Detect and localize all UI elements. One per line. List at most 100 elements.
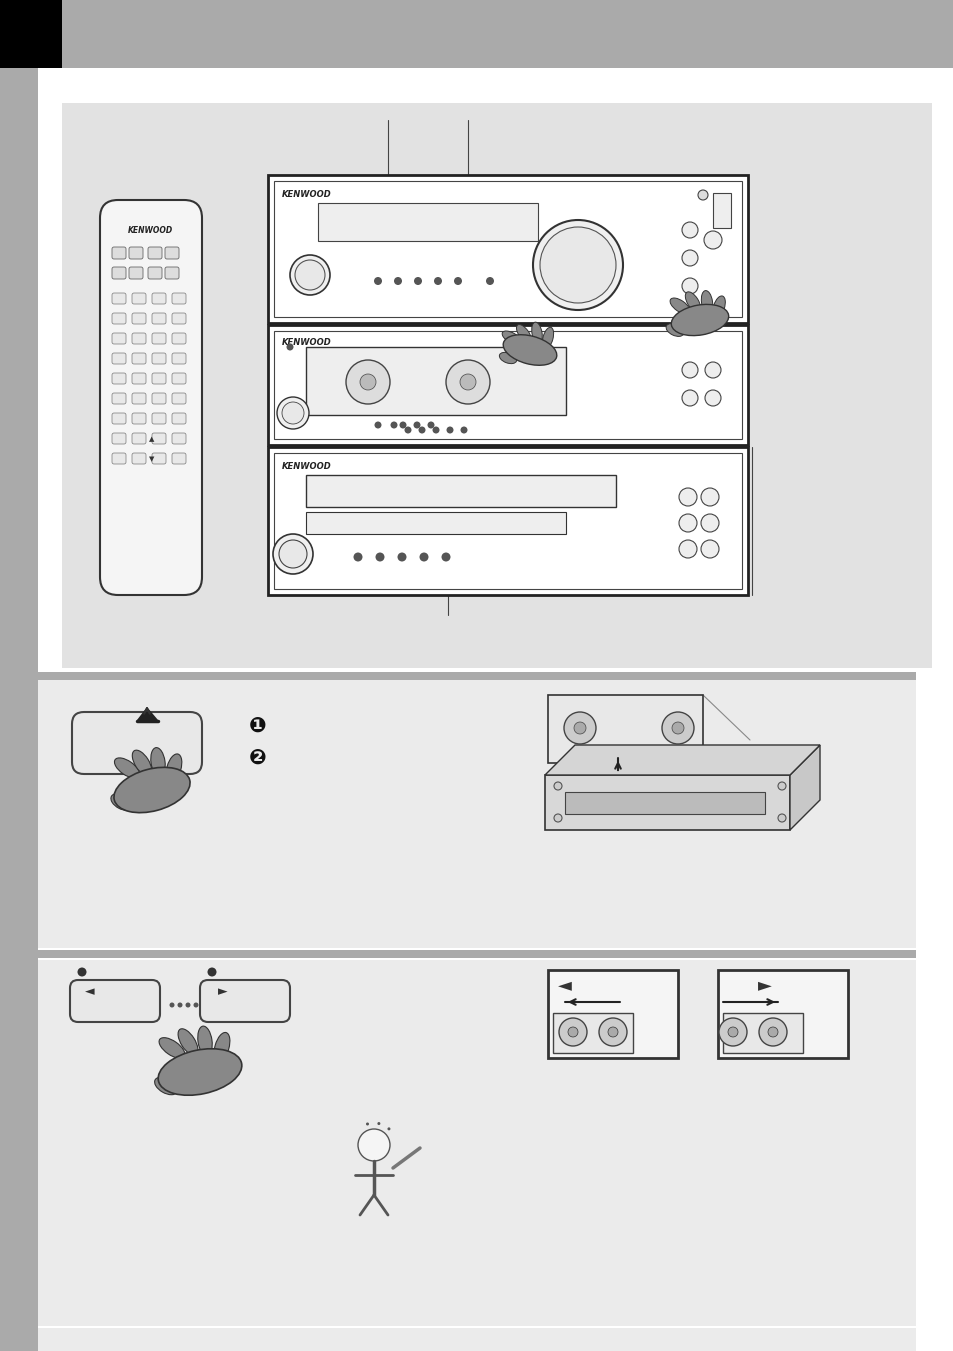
Circle shape xyxy=(290,255,330,295)
FancyBboxPatch shape xyxy=(172,313,186,324)
FancyBboxPatch shape xyxy=(71,712,202,774)
Circle shape xyxy=(574,721,585,734)
Ellipse shape xyxy=(501,331,521,345)
FancyBboxPatch shape xyxy=(172,434,186,444)
Circle shape xyxy=(539,227,616,303)
Ellipse shape xyxy=(498,353,517,363)
FancyBboxPatch shape xyxy=(132,393,146,404)
FancyBboxPatch shape xyxy=(112,332,126,345)
FancyBboxPatch shape xyxy=(152,313,166,324)
Ellipse shape xyxy=(669,299,689,313)
Bar xyxy=(38,680,915,948)
FancyBboxPatch shape xyxy=(165,247,179,259)
Circle shape xyxy=(567,1027,578,1038)
Circle shape xyxy=(286,343,294,350)
FancyBboxPatch shape xyxy=(112,293,126,304)
FancyBboxPatch shape xyxy=(112,413,126,424)
Text: ►: ► xyxy=(218,985,228,998)
Circle shape xyxy=(533,220,622,309)
FancyBboxPatch shape xyxy=(112,373,126,384)
Ellipse shape xyxy=(197,1027,212,1056)
Bar xyxy=(547,970,678,1058)
FancyBboxPatch shape xyxy=(172,353,186,363)
Ellipse shape xyxy=(132,750,152,775)
Bar xyxy=(718,970,847,1058)
Circle shape xyxy=(767,1027,778,1038)
FancyBboxPatch shape xyxy=(112,434,126,444)
Ellipse shape xyxy=(154,1077,177,1094)
Text: ▲: ▲ xyxy=(150,436,154,442)
FancyBboxPatch shape xyxy=(132,434,146,444)
Circle shape xyxy=(681,362,698,378)
Circle shape xyxy=(419,553,428,562)
Bar xyxy=(553,1013,633,1052)
Ellipse shape xyxy=(178,1028,197,1055)
Bar xyxy=(547,694,702,763)
Bar xyxy=(0,68,38,1351)
Bar xyxy=(317,203,537,240)
Circle shape xyxy=(554,782,561,790)
FancyBboxPatch shape xyxy=(112,313,126,324)
FancyBboxPatch shape xyxy=(129,267,143,280)
FancyBboxPatch shape xyxy=(148,267,162,280)
Circle shape xyxy=(397,553,406,562)
FancyBboxPatch shape xyxy=(70,979,160,1021)
Bar xyxy=(274,453,741,589)
Circle shape xyxy=(681,222,698,238)
FancyBboxPatch shape xyxy=(148,247,162,259)
Circle shape xyxy=(366,1123,369,1125)
Ellipse shape xyxy=(671,304,728,335)
Circle shape xyxy=(346,359,390,404)
FancyBboxPatch shape xyxy=(172,373,186,384)
Circle shape xyxy=(671,721,683,734)
FancyBboxPatch shape xyxy=(172,393,186,404)
Circle shape xyxy=(454,277,461,285)
Circle shape xyxy=(554,815,561,821)
Circle shape xyxy=(77,967,87,977)
FancyBboxPatch shape xyxy=(152,393,166,404)
Circle shape xyxy=(282,403,304,424)
FancyBboxPatch shape xyxy=(112,247,126,259)
Bar xyxy=(38,961,915,1325)
FancyBboxPatch shape xyxy=(152,353,166,363)
FancyBboxPatch shape xyxy=(112,393,126,404)
Bar xyxy=(62,103,931,667)
Circle shape xyxy=(681,390,698,407)
Text: ❶: ❶ xyxy=(249,716,267,736)
Circle shape xyxy=(413,422,420,428)
Ellipse shape xyxy=(684,292,700,312)
Circle shape xyxy=(700,513,719,532)
Bar xyxy=(306,476,616,507)
FancyBboxPatch shape xyxy=(152,453,166,463)
Polygon shape xyxy=(137,707,158,720)
Circle shape xyxy=(719,1019,746,1046)
Circle shape xyxy=(700,488,719,507)
Circle shape xyxy=(399,422,406,428)
Circle shape xyxy=(681,278,698,295)
FancyBboxPatch shape xyxy=(200,979,290,1021)
Circle shape xyxy=(375,422,381,428)
Circle shape xyxy=(193,1002,198,1008)
FancyBboxPatch shape xyxy=(172,332,186,345)
Circle shape xyxy=(446,359,490,404)
Ellipse shape xyxy=(213,1032,230,1062)
Circle shape xyxy=(177,1002,182,1008)
Circle shape xyxy=(460,427,467,434)
Text: KENWOOD: KENWOOD xyxy=(282,338,332,347)
Circle shape xyxy=(357,1129,390,1161)
Text: KENWOOD: KENWOOD xyxy=(282,190,332,199)
Bar xyxy=(544,775,789,830)
FancyBboxPatch shape xyxy=(132,353,146,363)
Circle shape xyxy=(418,427,425,434)
Ellipse shape xyxy=(114,758,139,778)
Ellipse shape xyxy=(113,767,190,813)
FancyBboxPatch shape xyxy=(129,247,143,259)
FancyBboxPatch shape xyxy=(112,353,126,363)
Bar xyxy=(268,176,747,323)
Circle shape xyxy=(390,422,397,428)
Bar xyxy=(38,1328,915,1351)
Circle shape xyxy=(170,1002,174,1008)
Circle shape xyxy=(273,534,313,574)
Bar xyxy=(38,950,915,958)
Bar xyxy=(0,0,62,68)
